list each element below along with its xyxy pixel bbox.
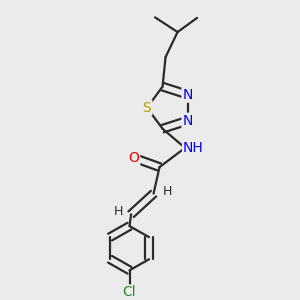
Text: N: N bbox=[182, 88, 193, 102]
Text: O: O bbox=[128, 151, 139, 165]
Text: S: S bbox=[142, 101, 152, 115]
Text: N: N bbox=[182, 114, 193, 128]
Text: H: H bbox=[162, 185, 172, 198]
Text: NH: NH bbox=[183, 141, 204, 155]
Text: Cl: Cl bbox=[123, 285, 136, 299]
Text: H: H bbox=[114, 206, 123, 218]
